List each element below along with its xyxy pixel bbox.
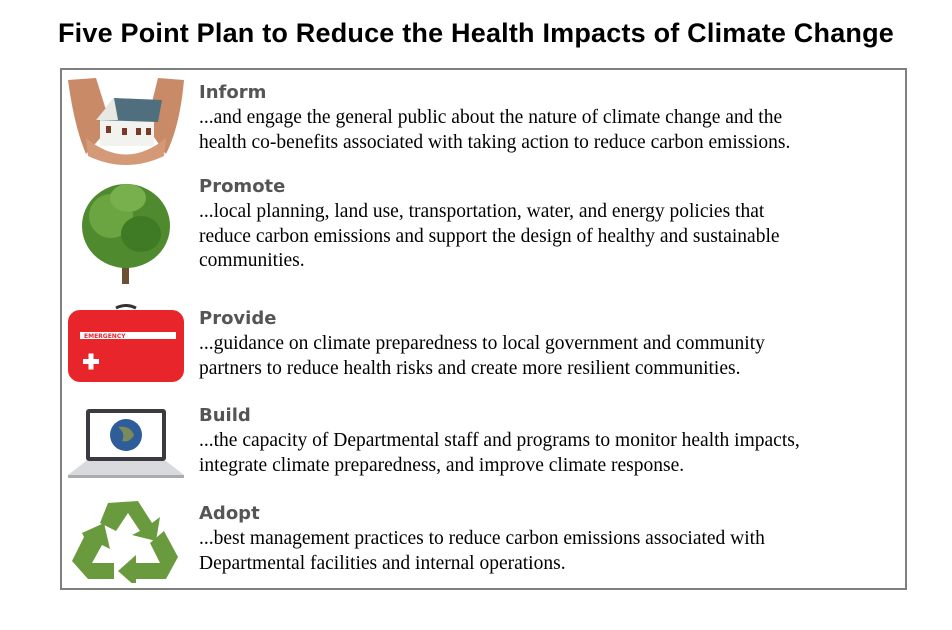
description-line: Departmental facilities and internal ope… — [199, 552, 566, 574]
description-line: reduce carbon emissions and support the … — [199, 225, 780, 247]
item-description: ...and engage the general public about t… — [199, 106, 899, 155]
item-description: ...local planning, land use, transportat… — [199, 200, 899, 274]
description-line: ...and engage the general public about t… — [199, 107, 783, 128]
item-heading: Inform — [199, 82, 267, 103]
kit-label: EMERGENCY — [84, 333, 126, 340]
description-line: ...guidance on climate preparedness to l… — [199, 333, 765, 354]
item-heading: Provide — [199, 308, 277, 329]
tree-icon — [82, 184, 170, 284]
laptop-globe-icon — [68, 409, 184, 478]
plan-box: Inform ...and engage the general public … — [60, 68, 907, 590]
description-line: integrate climate preparedness, and impr… — [199, 454, 685, 476]
emergency-kit-icon: EMERGENCY — [68, 304, 184, 382]
house-in-hands-icon — [68, 78, 184, 165]
description-line: ...the capacity of Departmental staff an… — [199, 430, 800, 451]
description-line: communities. — [199, 250, 305, 271]
description-line: ...best management practices to reduce c… — [199, 528, 765, 549]
recycle-icon — [72, 501, 178, 583]
description-line: health co-benefits associated with takin… — [199, 131, 791, 153]
item-heading: Build — [199, 405, 251, 426]
description-line: partners to reduce health risks and crea… — [199, 357, 741, 379]
item-heading: Promote — [199, 176, 286, 197]
item-description: ...guidance on climate preparedness to l… — [199, 332, 899, 381]
item-description: ...best management practices to reduce c… — [199, 527, 899, 576]
description-line: ...local planning, land use, transportat… — [199, 201, 765, 222]
page-title: Five Point Plan to Reduce the Health Imp… — [57, 18, 895, 48]
item-heading: Adopt — [199, 503, 260, 524]
item-description: ...the capacity of Departmental staff an… — [199, 429, 899, 478]
